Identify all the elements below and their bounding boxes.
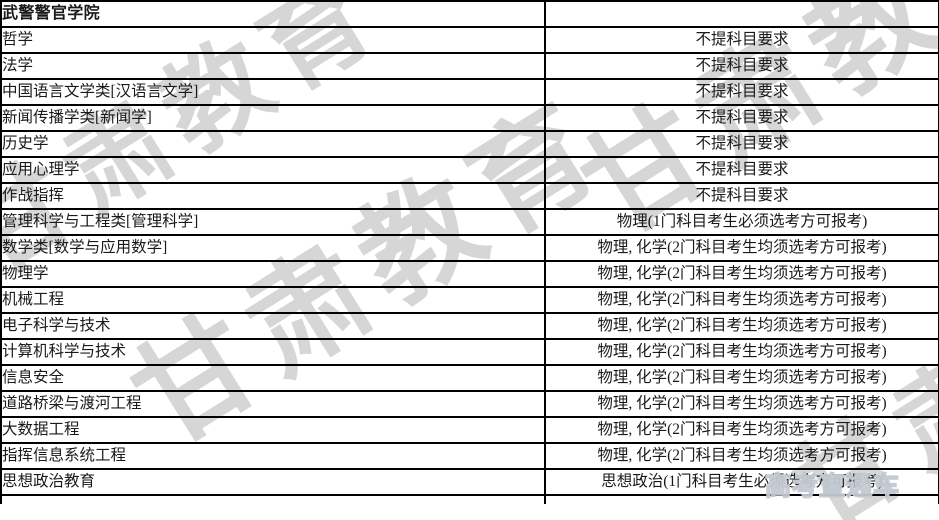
requirement-cell: 物理, 化学(2门科目考生均须选考方可报考): [544, 312, 939, 340]
table-header-row: 武警警官学院: [0, 0, 939, 28]
school-name-cell: 武警警官学院: [0, 0, 546, 28]
requirement-cell: 思想政治(1门科目考生必须选考方可报考): [544, 468, 939, 496]
major-name-cell: 哲学: [0, 26, 546, 54]
requirement-cell: 不提科目要求: [544, 182, 939, 210]
table-row: 思想政治教育 思想政治(1门科目考生必须选考方可报考): [0, 468, 939, 496]
major-name-cell: 历史学: [0, 130, 546, 158]
major-name-cell: 管理科学与工程类[管理科学]: [0, 208, 546, 236]
table-row: 机械工程 物理, 化学(2门科目考生均须选考方可报考): [0, 286, 939, 314]
table-row: 信息安全 物理, 化学(2门科目考生均须选考方可报考): [0, 364, 939, 392]
requirement-cell: 不提科目要求: [544, 156, 939, 184]
table-row: 数学类[数学与应用数学] 物理, 化学(2门科目考生均须选考方可报考): [0, 234, 939, 262]
table-row: 电子科学与技术 物理, 化学(2门科目考生均须选考方可报考): [0, 312, 939, 340]
major-name-cell: 指挥信息系统工程: [0, 442, 546, 470]
table-row: 指挥信息系统工程 物理, 化学(2门科目考生均须选考方可报考): [0, 442, 939, 470]
major-name-cell: 应用心理学: [0, 156, 546, 184]
requirement-cell: 物理(1门科目考生必须选考方可报考): [544, 208, 939, 236]
table-row: 中国语言文学类[汉语言文学] 不提科目要求: [0, 78, 939, 106]
requirement-cell: 物理, 化学(2门科目考生均须选考方可报考): [544, 338, 939, 366]
major-name-cell: [0, 494, 546, 504]
requirement-cell: 不提科目要求: [544, 26, 939, 54]
major-name-cell: 大数据工程: [0, 416, 546, 444]
major-name-cell: 信息安全: [0, 364, 546, 392]
requirement-cell: [544, 494, 939, 504]
table-row: 新闻传播学类[新闻学] 不提科目要求: [0, 104, 939, 132]
requirement-cell: 物理, 化学(2门科目考生均须选考方可报考): [544, 286, 939, 314]
requirement-cell: 物理, 化学(2门科目考生均须选考方可报考): [544, 442, 939, 470]
table-row: 大数据工程 物理, 化学(2门科目考生均须选考方可报考): [0, 416, 939, 444]
table-row: 哲学 不提科目要求: [0, 26, 939, 54]
requirement-cell: 不提科目要求: [544, 52, 939, 80]
requirement-cell: 不提科目要求: [544, 104, 939, 132]
major-name-cell: 法学: [0, 52, 546, 80]
major-name-cell: 机械工程: [0, 286, 546, 314]
major-name-cell: 新闻传播学类[新闻学]: [0, 104, 546, 132]
header-requirement-cell: [544, 0, 939, 28]
table-row: 道路桥梁与渡河工程 物理, 化学(2门科目考生均须选考方可报考): [0, 390, 939, 418]
table-row-clipped: [0, 494, 939, 504]
major-name-cell: 物理学: [0, 260, 546, 288]
requirement-cell: 物理, 化学(2门科目考生均须选考方可报考): [544, 390, 939, 418]
major-name-cell: 计算机科学与技术: [0, 338, 546, 366]
major-name-cell: 作战指挥: [0, 182, 546, 210]
major-name-cell: 电子科学与技术: [0, 312, 546, 340]
major-name-cell: 思想政治教育: [0, 468, 546, 496]
table-row: 作战指挥 不提科目要求: [0, 182, 939, 210]
table-row: 管理科学与工程类[管理科学] 物理(1门科目考生必须选考方可报考): [0, 208, 939, 236]
table-row: 计算机科学与技术 物理, 化学(2门科目考生均须选考方可报考): [0, 338, 939, 366]
requirement-cell: 不提科目要求: [544, 130, 939, 158]
requirement-cell: 物理, 化学(2门科目考生均须选考方可报考): [544, 260, 939, 288]
requirement-cell: 物理, 化学(2门科目考生均须选考方可报考): [544, 234, 939, 262]
major-name-cell: 数学类[数学与应用数学]: [0, 234, 546, 262]
table-row: 法学 不提科目要求: [0, 52, 939, 80]
major-name-cell: 道路桥梁与渡河工程: [0, 390, 546, 418]
requirement-cell: 不提科目要求: [544, 78, 939, 106]
requirement-cell: 物理, 化学(2门科目考生均须选考方可报考): [544, 416, 939, 444]
table-row: 应用心理学 不提科目要求: [0, 156, 939, 184]
table-row: 物理学 物理, 化学(2门科目考生均须选考方可报考): [0, 260, 939, 288]
major-name-cell: 中国语言文学类[汉语言文学]: [0, 78, 546, 106]
major-requirement-table-wrapper: 武警警官学院 哲学 不提科目要求 法学 不提科目要求 中国语言文学类[汉语言文学] 不提科目…: [0, 0, 939, 504]
major-requirement-table: 武警警官学院 哲学 不提科目要求 法学 不提科目要求 中国语言文学类[汉语言文学] 不提科目…: [0, 0, 939, 504]
table-row: 历史学 不提科目要求: [0, 130, 939, 158]
requirement-cell: 物理, 化学(2门科目考生均须选考方可报考): [544, 364, 939, 392]
